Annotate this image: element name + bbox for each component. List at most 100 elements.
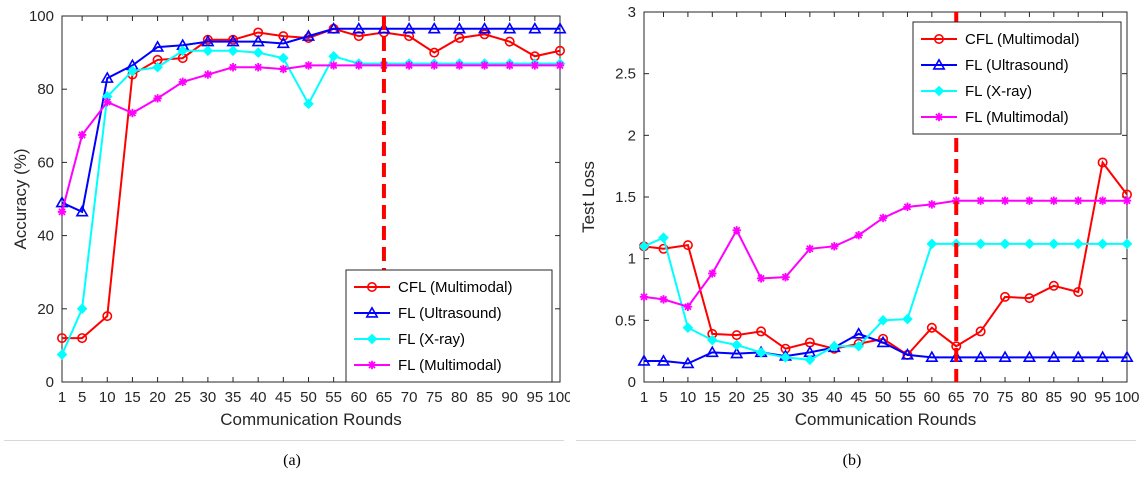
chart-a-series-fl-x-ray-point	[278, 52, 289, 64]
chart-b-series-fl-multimodal-point	[830, 242, 839, 251]
chart-a-series-fl-ultrasound-point	[251, 34, 265, 47]
chart-a-y-tick-label: 100	[29, 8, 54, 25]
chart-a-x-tick-label: 50	[300, 389, 317, 406]
chart-b-series-fl-x-ray-point	[780, 352, 791, 363]
chart-b-x-tick-label: 30	[777, 389, 794, 406]
chart-b-series-fl-ultrasound-point	[705, 345, 719, 358]
chart-b-y-tick-label: 1.5	[615, 189, 636, 206]
chart-a-series-fl-multimodal-point	[480, 61, 489, 70]
chart-a-series-cfl-multimodal-point	[102, 311, 113, 322]
chart-a-series-cfl-multimodal-point	[504, 36, 515, 47]
chart-b-series-fl-x-ray-point	[706, 334, 718, 346]
chart-b-legend-fl-ultrasound-label: FL (Ultrasound)	[965, 57, 1069, 74]
chart-b-legend-fl-multimodal-label: FL (Multimodal)	[965, 109, 1069, 126]
chart-b-y-tick-label: 3	[628, 4, 636, 21]
chart-a-series-cfl-multimodal-point	[479, 29, 490, 40]
chart-a-series-fl-x-ray-point	[303, 98, 314, 110]
chart-a-series-fl-ultrasound-point	[528, 21, 542, 34]
chart-a-series-fl-multimodal-point	[203, 70, 213, 79]
panel-a-divider	[4, 440, 564, 441]
chart-b-series-fl-multimodal-point	[756, 274, 766, 283]
chart-panel-a: 1 5 10 15 20 25 30 35 40 45 50 55 60 65 70 75 80 85 90 95 10…	[0, 0, 573, 440]
chart-a-x-tick-label: 75	[426, 389, 443, 406]
chart-a-series-fl-multimodal-point	[279, 64, 288, 74]
chart-b-series-fl-ultrasound-point	[637, 354, 651, 366]
chart-b-series-fl-multimodal-point	[639, 292, 649, 302]
chart-b-series-cfl-multimodal-point	[658, 243, 669, 254]
chart-a-series-fl-ultrasound-point	[402, 21, 416, 34]
chart-b-x-tick-label: 90	[1070, 389, 1087, 406]
chart-b-x-tick-label: 70	[972, 389, 989, 406]
chart-b-x-axis-label: Communication Rounds	[795, 410, 976, 429]
accuracy-chart: 1 5 10 15 20 25 30 35 40 45 50 55 60 65 70 75 80 85 90 95 10…	[11, 8, 573, 429]
chart-b-series-cfl-multimodal-point	[731, 330, 742, 341]
chart-a-series-cfl-multimodal-point	[554, 45, 565, 56]
chart-a-x-tick-label: 65	[376, 389, 393, 406]
chart-a-series-fl-multimodal-point	[354, 61, 363, 70]
chart-a-series-fl-x-ray-point	[56, 349, 68, 360]
chart-panel-b: 1 5 10 15 20 25 30 35 40 45 50 55 60 65 70 75 80 85 90 95 10…	[572, 0, 1141, 440]
chart-b-series-fl-x-ray-point	[1048, 238, 1060, 250]
chart-a-series-cfl-multimodal-point	[56, 333, 67, 344]
chart-b-series-fl-x-ray-point	[853, 340, 864, 352]
chart-a-series-fl-x-ray-point	[127, 65, 138, 77]
chart-a-y-axis-label: Accuracy (%)	[11, 148, 30, 249]
chart-a-series-fl-ultrasound-point	[477, 21, 492, 34]
chart-b-series-fl-ultrasound-point	[1022, 350, 1037, 363]
chart-b-series-fl-x-ray-point	[658, 232, 669, 244]
chart-a-series-fl-multimodal-point	[329, 61, 338, 70]
chart-b-series-fl-x-ray-point	[975, 238, 986, 250]
chart-a-series-fl-multimodal-point	[57, 207, 67, 217]
chart-a-series-fl-multimodal-point	[430, 61, 439, 70]
chart-b-x-tick-label: 1	[640, 389, 648, 406]
chart-b-series-fl-ultrasound-line	[644, 332, 1127, 365]
chart-a-series-fl-x-ray-point	[227, 45, 239, 57]
chart-b-x-tick-label: 35	[802, 389, 819, 406]
chart-a-series-fl-ultrasound-point	[150, 40, 165, 52]
chart-a-legend-fl-ultrasound-marker	[365, 306, 379, 318]
chart-b-x-tick-label: 80	[1021, 389, 1038, 406]
chart-b-series-fl-ultrasound-point	[900, 348, 915, 360]
chart-b-series-fl-x-ray-point	[1072, 238, 1084, 250]
chart-b-x-tick-label: 85	[1045, 389, 1062, 406]
chart-a-y-tick-label: 20	[37, 301, 54, 318]
chart-a-y-tick-label: 40	[37, 228, 54, 245]
chart-a-series-fl-multimodal-point	[153, 94, 162, 103]
chart-a-x-tick-label: 45	[275, 389, 292, 406]
chart-a-series-fl-ultrasound-point	[427, 21, 441, 34]
chart-a-series-fl-multimodal-point	[128, 108, 137, 118]
panel-b-divider	[576, 440, 1136, 441]
chart-a-x-tick-label: 40	[250, 389, 267, 406]
chart-a-x-tick-label: 90	[501, 389, 518, 406]
chart-b-series-fl-multimodal-point	[1025, 196, 1034, 205]
chart-a-series-fl-ultrasound-point	[377, 21, 391, 34]
chart-b-series-cfl-multimodal-point	[1097, 157, 1108, 168]
chart-a-x-tick-label: 10	[99, 389, 116, 406]
chart-a-series-cfl-multimodal-point	[429, 47, 440, 58]
chart-a-legend-fl-x-ray-label: FL (X-ray)	[398, 331, 465, 348]
chart-a-series-fl-multimodal-point	[404, 61, 414, 70]
chart-b-series-fl-multimodal-point	[952, 196, 961, 205]
chart-a-series-fl-ultrasound-point	[553, 21, 567, 34]
chart-b-series-cfl-multimodal-point	[1000, 291, 1011, 302]
chart-a-legend-cfl-multimodal-label: CFL (Multimodal)	[398, 279, 512, 296]
chart-b-x-tick-label: 60	[924, 389, 941, 406]
chart-a-series-fl-ultrasound-point	[327, 21, 341, 34]
chart-a-x-tick-label: 60	[350, 389, 367, 406]
chart-a-legend-box	[345, 269, 553, 383]
chart-b-x-tick-label: 15	[704, 389, 721, 406]
chart-b-series-cfl-multimodal-point	[682, 240, 693, 251]
chart-b-series-fl-multimodal-point	[854, 231, 863, 240]
chart-b-legend-box	[912, 21, 1122, 135]
chart-a-x-tick-label: 55	[325, 389, 342, 406]
chart-b-series-fl-x-ray-point	[926, 238, 938, 250]
chart-b-series-fl-x-ray-point	[828, 340, 840, 352]
chart-a-x-tick-label: 15	[124, 389, 141, 406]
chart-a-series-fl-x-ray-point	[76, 303, 88, 315]
chart-a-x-tick-label: 1	[58, 389, 66, 406]
chart-b-x-tick-label: 75	[997, 389, 1014, 406]
chart-b-series-cfl-multimodal-point	[1073, 286, 1084, 297]
chart-b-series-fl-x-ray-point	[1024, 238, 1035, 250]
chart-b-y-tick-label: 0	[628, 374, 636, 391]
chart-b-series-fl-ultrasound-point	[1120, 350, 1134, 363]
